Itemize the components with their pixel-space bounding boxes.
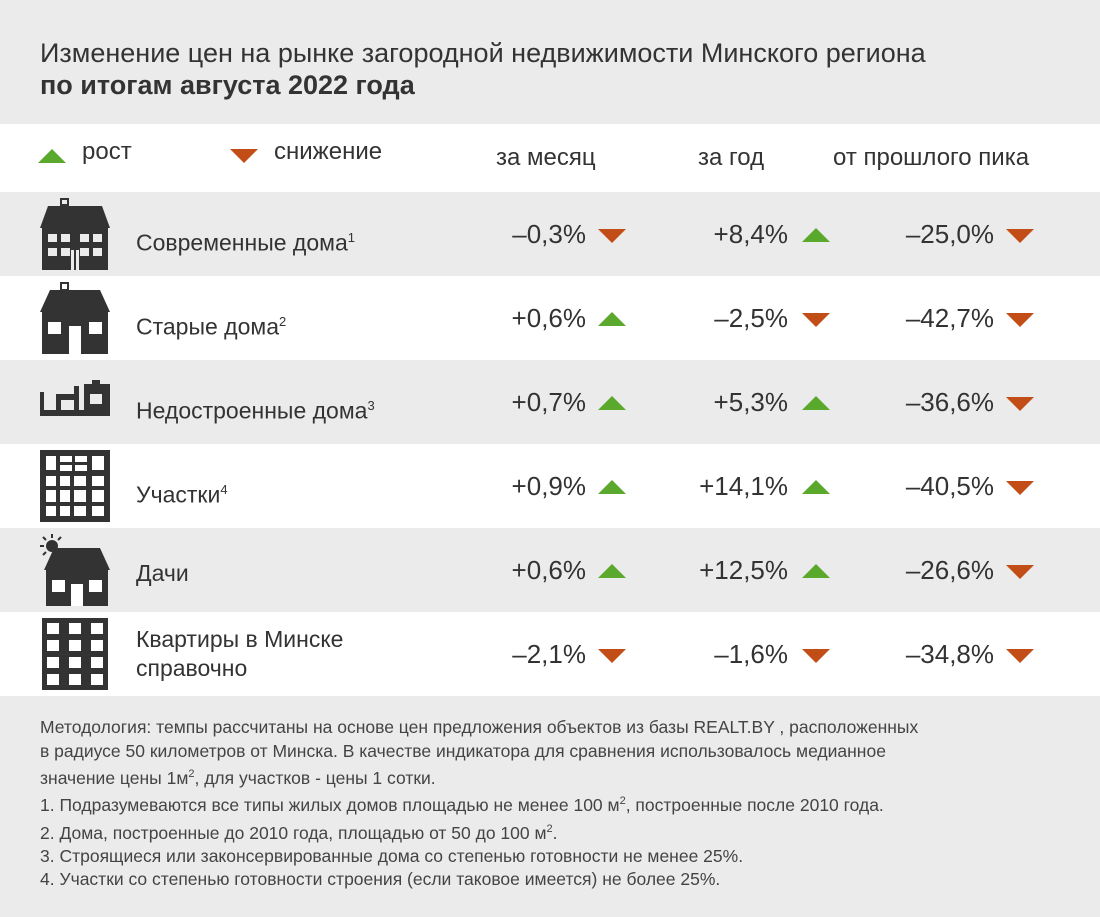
- table-row: Квартиры в Минске справочно –2,1% –1,6% –34,…: [0, 612, 1100, 696]
- row-label-text: Старые дома: [136, 313, 279, 340]
- value-month: +0,6%: [511, 555, 586, 585]
- row-label: Современные дома1: [136, 223, 355, 258]
- triangle-down-icon: [598, 649, 626, 663]
- value-month: +0,7%: [511, 387, 586, 417]
- value-peak: –40,5%: [905, 471, 994, 501]
- value-peak: –34,8%: [905, 639, 994, 669]
- triangle-up-icon: [802, 564, 830, 578]
- value-year: +12,5%: [699, 555, 788, 585]
- table-row: Участки4 +0,9% +14,1% –40,5%: [0, 444, 1100, 528]
- note-4: 4. Участки со степенью готовности строен…: [40, 869, 721, 890]
- column-header-peak: от прошлого пика: [833, 144, 1030, 171]
- land-plot-icon: [38, 450, 112, 522]
- triangle-down-icon: [1006, 649, 1034, 663]
- title-line-2: по итогам августа 2022 года: [40, 70, 415, 100]
- table-row: Недостроенные дома3 +0,7% +5,3% –36,6%: [0, 360, 1100, 444]
- triangle-up-icon: [802, 396, 830, 410]
- value-peak: –25,0%: [905, 219, 994, 249]
- note-2b: .: [552, 822, 558, 843]
- table-row: Современные дома1 –0,3% +8,4% –25,0%: [0, 192, 1100, 276]
- old-house-icon: [38, 282, 112, 354]
- superscript: 2: [619, 795, 626, 808]
- table-header: рост снижение за месяц за год от прошлог…: [0, 124, 1100, 192]
- triangle-up-icon: [802, 228, 830, 242]
- apartment-building-icon: [38, 618, 112, 690]
- triangle-up-icon: [598, 564, 626, 578]
- value-year: +5,3%: [713, 387, 788, 417]
- row-label: Старые дома2: [136, 307, 286, 342]
- triangle-down-icon: [1006, 313, 1034, 327]
- value-peak: –42,7%: [905, 303, 994, 333]
- row-label: Участки4: [136, 475, 228, 510]
- methodology-notes: Методология: темпы рассчитаны на основе …: [40, 716, 1080, 892]
- methodology-line-3a: значение цены 1м: [40, 767, 189, 788]
- modern-house-icon: [38, 198, 112, 270]
- triangle-down-icon: [1006, 397, 1034, 411]
- value-year: –1,6%: [714, 639, 788, 669]
- legend-up-label: рост: [82, 138, 132, 165]
- methodology-line-1: Методология: темпы рассчитаны на основе …: [40, 717, 919, 737]
- triangle-up-icon: [598, 396, 626, 410]
- note-1: 1. Подразумеваются все типы жилых домов …: [40, 790, 1080, 817]
- row-label: Дачи: [136, 559, 189, 588]
- table-row: Дачи +0,6% +12,5% –26,6%: [0, 528, 1100, 612]
- table-row: Старые дома2 +0,6% –2,5% –42,7%: [0, 276, 1100, 360]
- triangle-down-icon: [598, 229, 626, 243]
- row-label-text: Дачи: [136, 560, 189, 586]
- triangle-up-icon: [598, 480, 626, 494]
- triangle-down-icon: [1006, 229, 1034, 243]
- superscript: 2: [188, 768, 195, 780]
- methodology-line-2: в радиусе 50 километров от Минска. В кач…: [40, 740, 886, 761]
- dacha-icon: [38, 534, 112, 606]
- triangle-down-icon: [802, 313, 830, 327]
- column-header-year: за год: [698, 144, 765, 171]
- title-line-1: Изменение цен на рынке загородной недвиж…: [40, 38, 926, 68]
- triangle-down-icon: [1006, 565, 1034, 579]
- value-year: –2,5%: [714, 303, 788, 333]
- row-label: Недостроенные дома3: [136, 391, 375, 426]
- value-peak: –26,6%: [905, 555, 994, 585]
- triangle-up-icon: [802, 480, 830, 494]
- row-label-text: Участки: [136, 481, 221, 508]
- methodology-line-3: значение цены 1м2, для участков - цены 1…: [40, 763, 1080, 790]
- column-header-month: за месяц: [496, 144, 596, 171]
- methodology-line-3b: , для участков - цены 1 сотки.: [194, 767, 436, 788]
- value-month: +0,9%: [511, 471, 586, 501]
- value-month: –0,3%: [512, 219, 586, 249]
- superscript: 2: [546, 822, 553, 835]
- triangle-up-icon: [598, 312, 626, 326]
- triangle-down-icon: [1006, 481, 1034, 495]
- chart-title: Изменение цен на рынке загородной недвиж…: [40, 38, 1080, 102]
- row-label-text: Недостроенные дома: [136, 397, 368, 424]
- footnote-marker: 4: [220, 482, 228, 497]
- note-3: 3. Строящиеся или законсервированные дом…: [40, 845, 744, 866]
- note-1b: , построенные после 2010 года.: [625, 795, 884, 816]
- note-2: 2. Дома, построенные до 2010 года, площа…: [40, 818, 1080, 845]
- legend-down-label: снижение: [274, 138, 383, 165]
- value-peak: –36,6%: [905, 387, 994, 417]
- value-year: +14,1%: [699, 471, 788, 501]
- triangle-up-icon: [38, 149, 66, 163]
- note-2a: 2. Дома, построенные до 2010 года, площа…: [40, 822, 547, 843]
- row-label-text: Квартиры в Минске: [136, 626, 344, 652]
- footnote-marker: 3: [367, 398, 375, 413]
- triangle-down-icon: [230, 149, 258, 163]
- value-month: +0,6%: [511, 303, 586, 333]
- triangle-down-icon: [802, 649, 830, 663]
- row-label-subtext: справочно: [136, 655, 248, 681]
- row-label-text: Современные дома: [136, 229, 348, 256]
- footnote-marker: 2: [279, 314, 287, 329]
- unfinished-house-icon: [38, 366, 112, 438]
- row-label: Квартиры в Минске справочно: [136, 625, 343, 683]
- footnote-marker: 1: [347, 230, 355, 245]
- value-month: –2,1%: [512, 639, 586, 669]
- value-year: +8,4%: [713, 219, 788, 249]
- note-1a: 1. Подразумеваются все типы жилых домов …: [40, 795, 620, 816]
